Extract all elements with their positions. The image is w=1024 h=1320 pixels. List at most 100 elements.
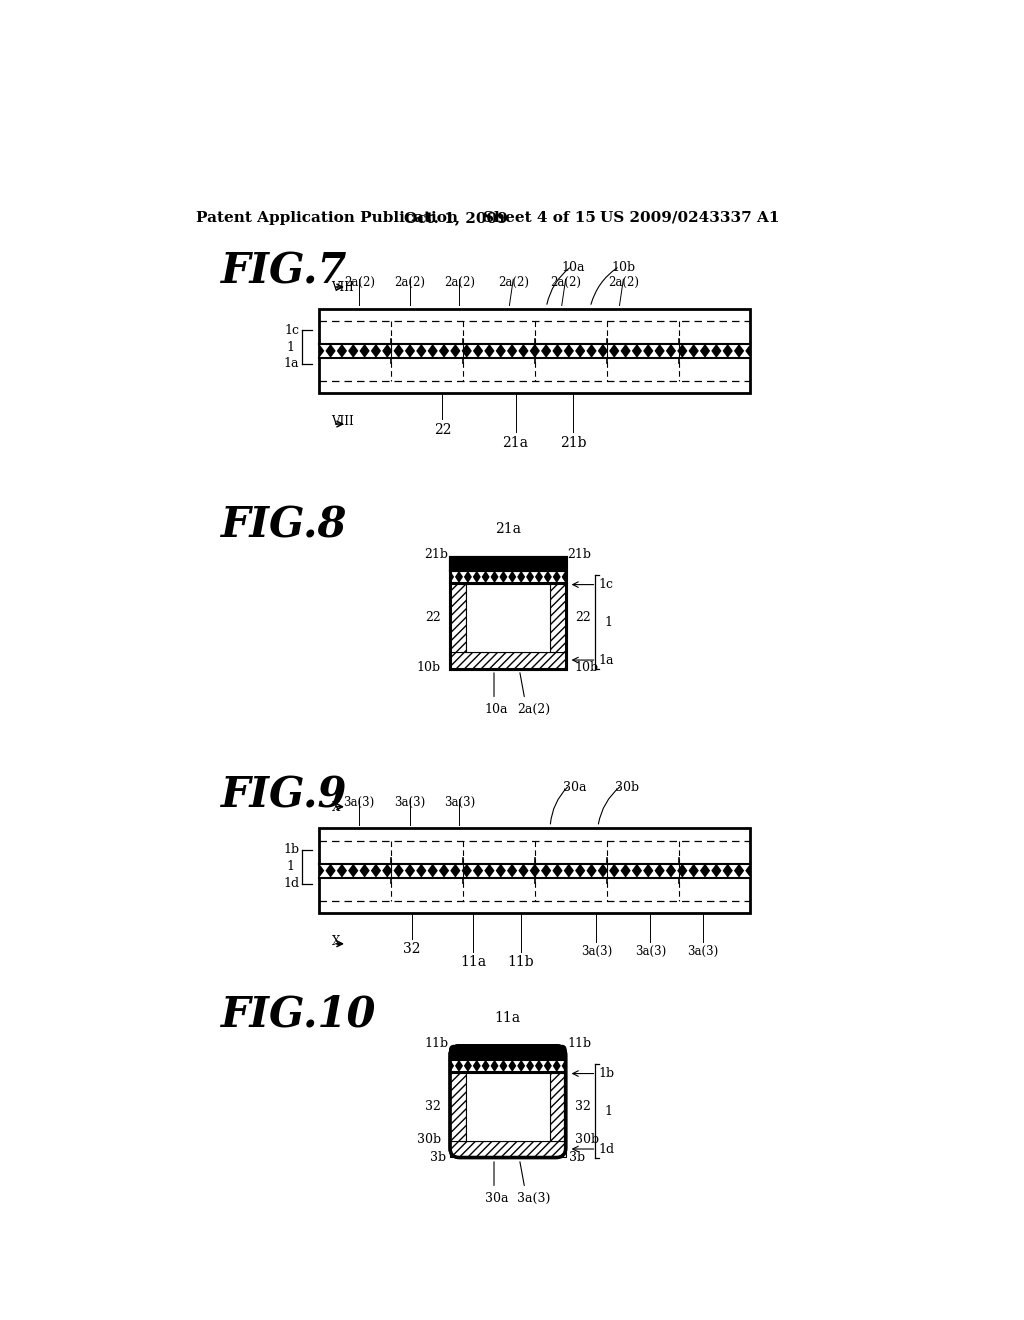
Text: 10b: 10b <box>611 261 636 273</box>
Polygon shape <box>478 870 489 878</box>
Polygon shape <box>365 870 376 878</box>
Polygon shape <box>456 870 467 878</box>
Bar <box>466 1073 550 1140</box>
Text: 30a: 30a <box>563 780 587 793</box>
Bar <box>451 557 565 668</box>
Polygon shape <box>444 870 456 878</box>
Polygon shape <box>728 863 739 871</box>
Polygon shape <box>331 345 342 351</box>
Polygon shape <box>637 870 648 878</box>
Text: 2a(2): 2a(2) <box>344 276 375 289</box>
Text: Oct. 1, 2009: Oct. 1, 2009 <box>403 211 508 224</box>
Polygon shape <box>693 870 705 878</box>
Polygon shape <box>477 577 485 583</box>
Polygon shape <box>342 863 353 871</box>
Text: 10a: 10a <box>561 261 585 273</box>
Polygon shape <box>592 350 603 358</box>
Polygon shape <box>546 350 557 358</box>
Polygon shape <box>659 870 671 878</box>
Polygon shape <box>468 577 477 583</box>
Polygon shape <box>365 345 376 351</box>
Polygon shape <box>478 345 489 351</box>
Polygon shape <box>557 350 569 358</box>
Polygon shape <box>319 863 331 871</box>
Polygon shape <box>353 345 365 351</box>
Polygon shape <box>717 870 728 878</box>
Polygon shape <box>648 870 659 878</box>
Text: 10b: 10b <box>417 661 441 673</box>
Polygon shape <box>467 350 478 358</box>
Text: 21b: 21b <box>567 548 592 561</box>
Text: 10a: 10a <box>484 704 508 717</box>
Bar <box>451 1060 565 1072</box>
Polygon shape <box>557 570 565 578</box>
Polygon shape <box>342 350 353 358</box>
FancyBboxPatch shape <box>451 1045 565 1060</box>
Text: Sheet 4 of 15: Sheet 4 of 15 <box>483 211 596 224</box>
Text: 2a(2): 2a(2) <box>498 276 528 289</box>
Polygon shape <box>569 863 581 871</box>
Polygon shape <box>592 345 603 351</box>
Polygon shape <box>376 345 387 351</box>
Polygon shape <box>489 863 501 871</box>
Polygon shape <box>521 1065 530 1072</box>
Polygon shape <box>512 1060 521 1067</box>
Polygon shape <box>468 570 477 578</box>
Text: 3b: 3b <box>430 1151 446 1164</box>
Polygon shape <box>581 863 592 871</box>
Polygon shape <box>614 870 626 878</box>
Text: 3a(3): 3a(3) <box>687 945 718 958</box>
Text: 2a(2): 2a(2) <box>394 276 426 289</box>
Polygon shape <box>614 863 626 871</box>
Polygon shape <box>489 350 501 358</box>
Polygon shape <box>433 350 444 358</box>
Polygon shape <box>451 1060 459 1067</box>
Bar <box>451 1073 466 1140</box>
Bar <box>451 652 565 668</box>
Bar <box>319 309 751 393</box>
Text: 11b: 11b <box>508 956 535 969</box>
Text: 21a: 21a <box>495 523 521 536</box>
Polygon shape <box>626 863 637 871</box>
Polygon shape <box>739 870 751 878</box>
Text: 30b: 30b <box>574 1133 599 1146</box>
Polygon shape <box>548 1065 557 1072</box>
Polygon shape <box>342 345 353 351</box>
Polygon shape <box>444 345 456 351</box>
Polygon shape <box>501 863 512 871</box>
Polygon shape <box>603 345 614 351</box>
Text: FIG.7: FIG.7 <box>221 251 348 293</box>
Text: VIII: VIII <box>332 414 354 428</box>
Text: 30b: 30b <box>615 780 639 793</box>
Polygon shape <box>398 350 410 358</box>
Bar <box>451 1140 565 1158</box>
Polygon shape <box>421 345 433 351</box>
Polygon shape <box>456 350 467 358</box>
Polygon shape <box>451 570 459 578</box>
Polygon shape <box>504 1065 512 1072</box>
Text: 1: 1 <box>287 341 295 354</box>
Text: 2a(2): 2a(2) <box>517 704 550 717</box>
Polygon shape <box>504 570 512 578</box>
Polygon shape <box>495 577 504 583</box>
Polygon shape <box>523 350 535 358</box>
Polygon shape <box>410 345 421 351</box>
Text: 11b: 11b <box>424 1036 449 1049</box>
Polygon shape <box>546 863 557 871</box>
Polygon shape <box>467 863 478 871</box>
Text: 1b: 1b <box>599 1067 614 1080</box>
Polygon shape <box>398 863 410 871</box>
Polygon shape <box>739 350 751 358</box>
Polygon shape <box>477 1060 485 1067</box>
Text: 1: 1 <box>604 1105 612 1118</box>
Text: 2a(2): 2a(2) <box>608 276 639 289</box>
Polygon shape <box>376 350 387 358</box>
Polygon shape <box>451 577 459 583</box>
Text: FIG.8: FIG.8 <box>221 506 348 546</box>
Bar <box>451 557 565 570</box>
Polygon shape <box>671 345 682 351</box>
Polygon shape <box>557 1065 565 1072</box>
Text: Patent Application Publication: Patent Application Publication <box>196 211 458 224</box>
Polygon shape <box>648 350 659 358</box>
Polygon shape <box>539 570 548 578</box>
